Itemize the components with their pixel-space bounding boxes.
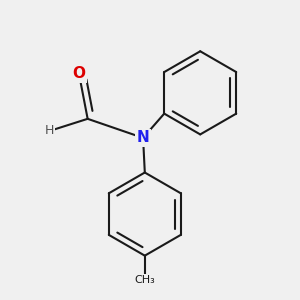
Text: O: O [73, 66, 85, 81]
Text: N: N [137, 130, 149, 146]
Text: CH₃: CH₃ [134, 275, 155, 285]
Text: H: H [45, 124, 54, 137]
